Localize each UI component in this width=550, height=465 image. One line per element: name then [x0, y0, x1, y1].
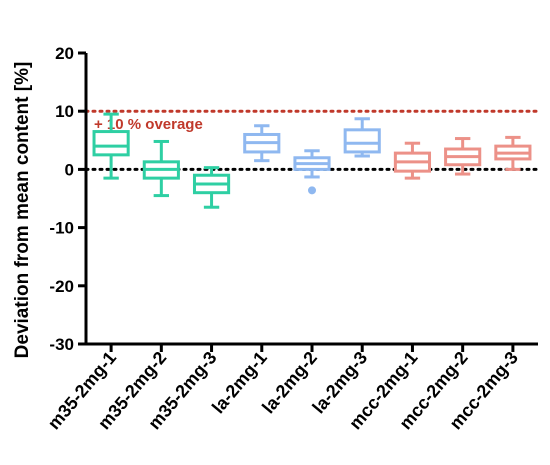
- box-la-2mg-1: [243, 124, 281, 163]
- box-m35-2mg-2: [142, 139, 180, 198]
- y-tick-label: -30: [49, 335, 74, 354]
- y-axis-ticks: 20 10 0 -10 -20 -30: [49, 44, 86, 354]
- reference-line-label: + 10 % overage: [94, 116, 203, 133]
- box-la-2mg-2: [293, 149, 331, 195]
- box-series: [92, 112, 532, 209]
- y-axis-title: Deviation from mean content [%]: [12, 62, 33, 359]
- x-axis-ticks: m35-2mg-1m35-2mg-2m35-2mg-3la-2mg-1la-2m…: [44, 344, 522, 433]
- box-mcc-2mg-2: [444, 137, 482, 176]
- outlier-point: [308, 186, 316, 195]
- y-tick-label: 0: [65, 160, 74, 179]
- y-tick-label: -10: [49, 219, 74, 238]
- axes: [84, 53, 538, 346]
- box-iqr: [92, 130, 130, 157]
- y-tick-label: 10: [55, 102, 74, 121]
- box-mcc-2mg-3: [494, 135, 532, 171]
- y-tick-label: 20: [55, 44, 74, 63]
- box-iqr: [343, 128, 381, 154]
- box-la-2mg-3: [343, 117, 381, 158]
- box-m35-2mg-1: [92, 112, 130, 180]
- box-mcc-2mg-1: [393, 141, 432, 180]
- box-m35-2mg-3: [192, 166, 231, 209]
- y-tick-label: -20: [49, 277, 74, 296]
